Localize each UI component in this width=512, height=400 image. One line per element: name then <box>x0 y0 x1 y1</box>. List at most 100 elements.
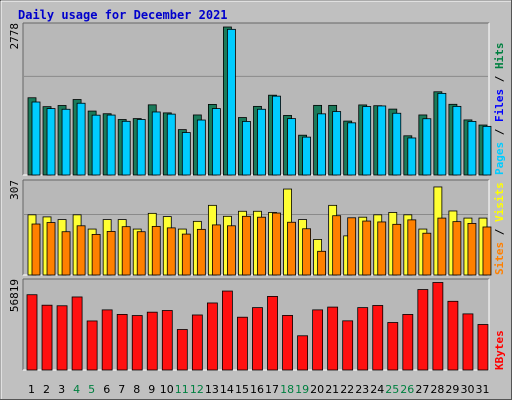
chart-title: Daily usage for December 2021 <box>18 8 228 22</box>
day-label-15: 15 <box>235 383 249 396</box>
day-label-25: 25 <box>385 383 399 396</box>
bar-kbytes-kbytes-day-8 <box>131 315 143 371</box>
bar-kbytes-kbytes-day-13 <box>206 302 218 371</box>
bar-kbytes-kbytes-day-10 <box>161 310 173 371</box>
legend-sites: Sites <box>493 242 506 275</box>
bar-kbytes-kbytes-day-28 <box>432 282 444 371</box>
bar-kbytes-kbytes-day-20 <box>312 309 324 371</box>
bar-kbytes-kbytes-day-15 <box>237 316 248 371</box>
bar-kbytes-kbytes-day-24 <box>372 305 384 371</box>
bar-hits-pages-day-7 <box>121 120 131 176</box>
bar-hits-pages-day-11 <box>181 132 191 176</box>
bar-kbytes-kbytes-day-5 <box>86 320 98 371</box>
legend-separator: / <box>493 222 506 242</box>
bar-hits-pages-day-20 <box>317 113 327 176</box>
bar-hits-pages-day-27 <box>422 118 432 176</box>
day-label-14: 14 <box>220 383 234 396</box>
day-label-30: 30 <box>461 383 475 396</box>
day-label-20: 20 <box>310 383 324 396</box>
day-label-13: 13 <box>205 383 219 396</box>
bar-hits-pages-day-17 <box>272 95 281 176</box>
bar-visits-sites-day-2 <box>46 222 56 276</box>
bar-kbytes-kbytes-day-23 <box>357 307 369 371</box>
bar-hits-pages-day-23 <box>362 106 372 176</box>
bar-kbytes-kbytes-day-19 <box>297 335 308 371</box>
bar-visits-sites-day-28 <box>437 217 447 276</box>
bar-visits-sites-day-31 <box>482 226 492 276</box>
panel-kbytes-ymax-label: 56819 <box>8 279 21 312</box>
bar-kbytes-kbytes-day-17 <box>267 295 278 371</box>
bar-visits-sites-day-14 <box>227 225 236 276</box>
bar-hits-pages-day-28 <box>437 92 447 176</box>
day-label-12: 12 <box>190 383 204 396</box>
day-label-31: 31 <box>476 383 490 396</box>
bar-visits-sites-day-10 <box>166 227 176 276</box>
bar-visits-sites-day-21 <box>332 215 342 276</box>
bar-visits-sites-day-25 <box>392 223 402 276</box>
bar-kbytes-kbytes-day-31 <box>477 324 489 371</box>
day-label-8: 8 <box>133 383 140 396</box>
bar-hits-pages-day-1 <box>31 101 41 176</box>
bar-visits-sites-day-9 <box>151 225 161 276</box>
bar-kbytes-kbytes-day-18 <box>282 315 293 371</box>
legend-separator: / <box>493 69 506 89</box>
bar-visits-sites-day-8 <box>136 231 146 276</box>
day-label-3: 3 <box>58 383 65 396</box>
bar-visits-sites-day-7 <box>121 226 131 276</box>
bar-visits-sites-day-3 <box>61 231 71 276</box>
bar-hits-pages-day-2 <box>46 108 56 176</box>
bar-visits-sites-day-24 <box>377 221 387 276</box>
bar-hits-pages-day-18 <box>287 118 296 176</box>
panel-visits-legend: Sites / Visits <box>493 182 506 275</box>
day-label-21: 21 <box>325 383 339 396</box>
day-label-5: 5 <box>88 383 95 396</box>
bar-visits-sites-day-26 <box>407 219 417 276</box>
bar-hits-pages-day-9 <box>151 111 161 176</box>
day-label-10: 10 <box>160 383 174 396</box>
bar-visits-sites-day-27 <box>422 232 432 276</box>
legend-separator: / <box>493 122 506 142</box>
bar-hits-pages-day-6 <box>106 114 116 176</box>
bar-kbytes-kbytes-day-26 <box>402 314 414 371</box>
bar-visits-sites-day-6 <box>106 231 116 276</box>
bar-hits-pages-day-29 <box>452 105 462 176</box>
bar-visits-sites-day-11 <box>181 233 191 276</box>
legend-hits: Hits <box>493 43 506 70</box>
bar-kbytes-kbytes-day-16 <box>252 307 263 371</box>
bar-hits-pages-day-4 <box>76 102 86 176</box>
bar-visits-sites-day-5 <box>91 233 101 276</box>
bar-hits-pages-day-25 <box>392 112 402 176</box>
day-label-16: 16 <box>250 383 264 396</box>
bar-kbytes-kbytes-day-11 <box>176 329 188 371</box>
day-label-24: 24 <box>370 383 384 396</box>
day-label-22: 22 <box>340 383 354 396</box>
bar-kbytes-kbytes-day-2 <box>41 304 53 371</box>
day-label-9: 9 <box>148 383 155 396</box>
bar-visits-sites-day-22 <box>347 217 357 276</box>
bar-kbytes-kbytes-day-14 <box>222 290 233 371</box>
bar-visits-sites-day-23 <box>362 220 372 276</box>
bar-hits-pages-day-12 <box>196 119 206 176</box>
panel-kbytes: 56819 KBytes <box>8 278 506 371</box>
bar-hits-pages-day-14 <box>227 28 236 176</box>
bar-hits-pages-day-15 <box>242 121 251 176</box>
bar-visits-sites-day-18 <box>287 221 296 276</box>
panel-hits-legend: Pages / Files / Hits <box>493 43 506 176</box>
day-label-11: 11 <box>175 383 189 396</box>
bar-visits-sites-day-1 <box>31 223 41 276</box>
bar-hits-pages-day-31 <box>482 125 492 176</box>
day-label-17: 17 <box>265 383 279 396</box>
bar-hits-pages-day-5 <box>91 114 101 176</box>
bar-visits-sites-day-4 <box>76 225 86 276</box>
bar-visits-sites-day-16 <box>257 216 266 276</box>
bar-visits-sites-day-29 <box>452 221 462 276</box>
day-label-23: 23 <box>355 383 369 396</box>
bar-visits-sites-day-20 <box>317 250 327 276</box>
bar-kbytes-kbytes-day-29 <box>447 300 459 371</box>
day-label-18: 18 <box>280 383 294 396</box>
legend-pages: Pages <box>493 142 506 175</box>
day-label-6: 6 <box>103 383 110 396</box>
bar-hits-pages-day-8 <box>136 119 146 176</box>
bar-hits-pages-day-22 <box>347 122 357 176</box>
legend-files: Files <box>493 89 506 122</box>
